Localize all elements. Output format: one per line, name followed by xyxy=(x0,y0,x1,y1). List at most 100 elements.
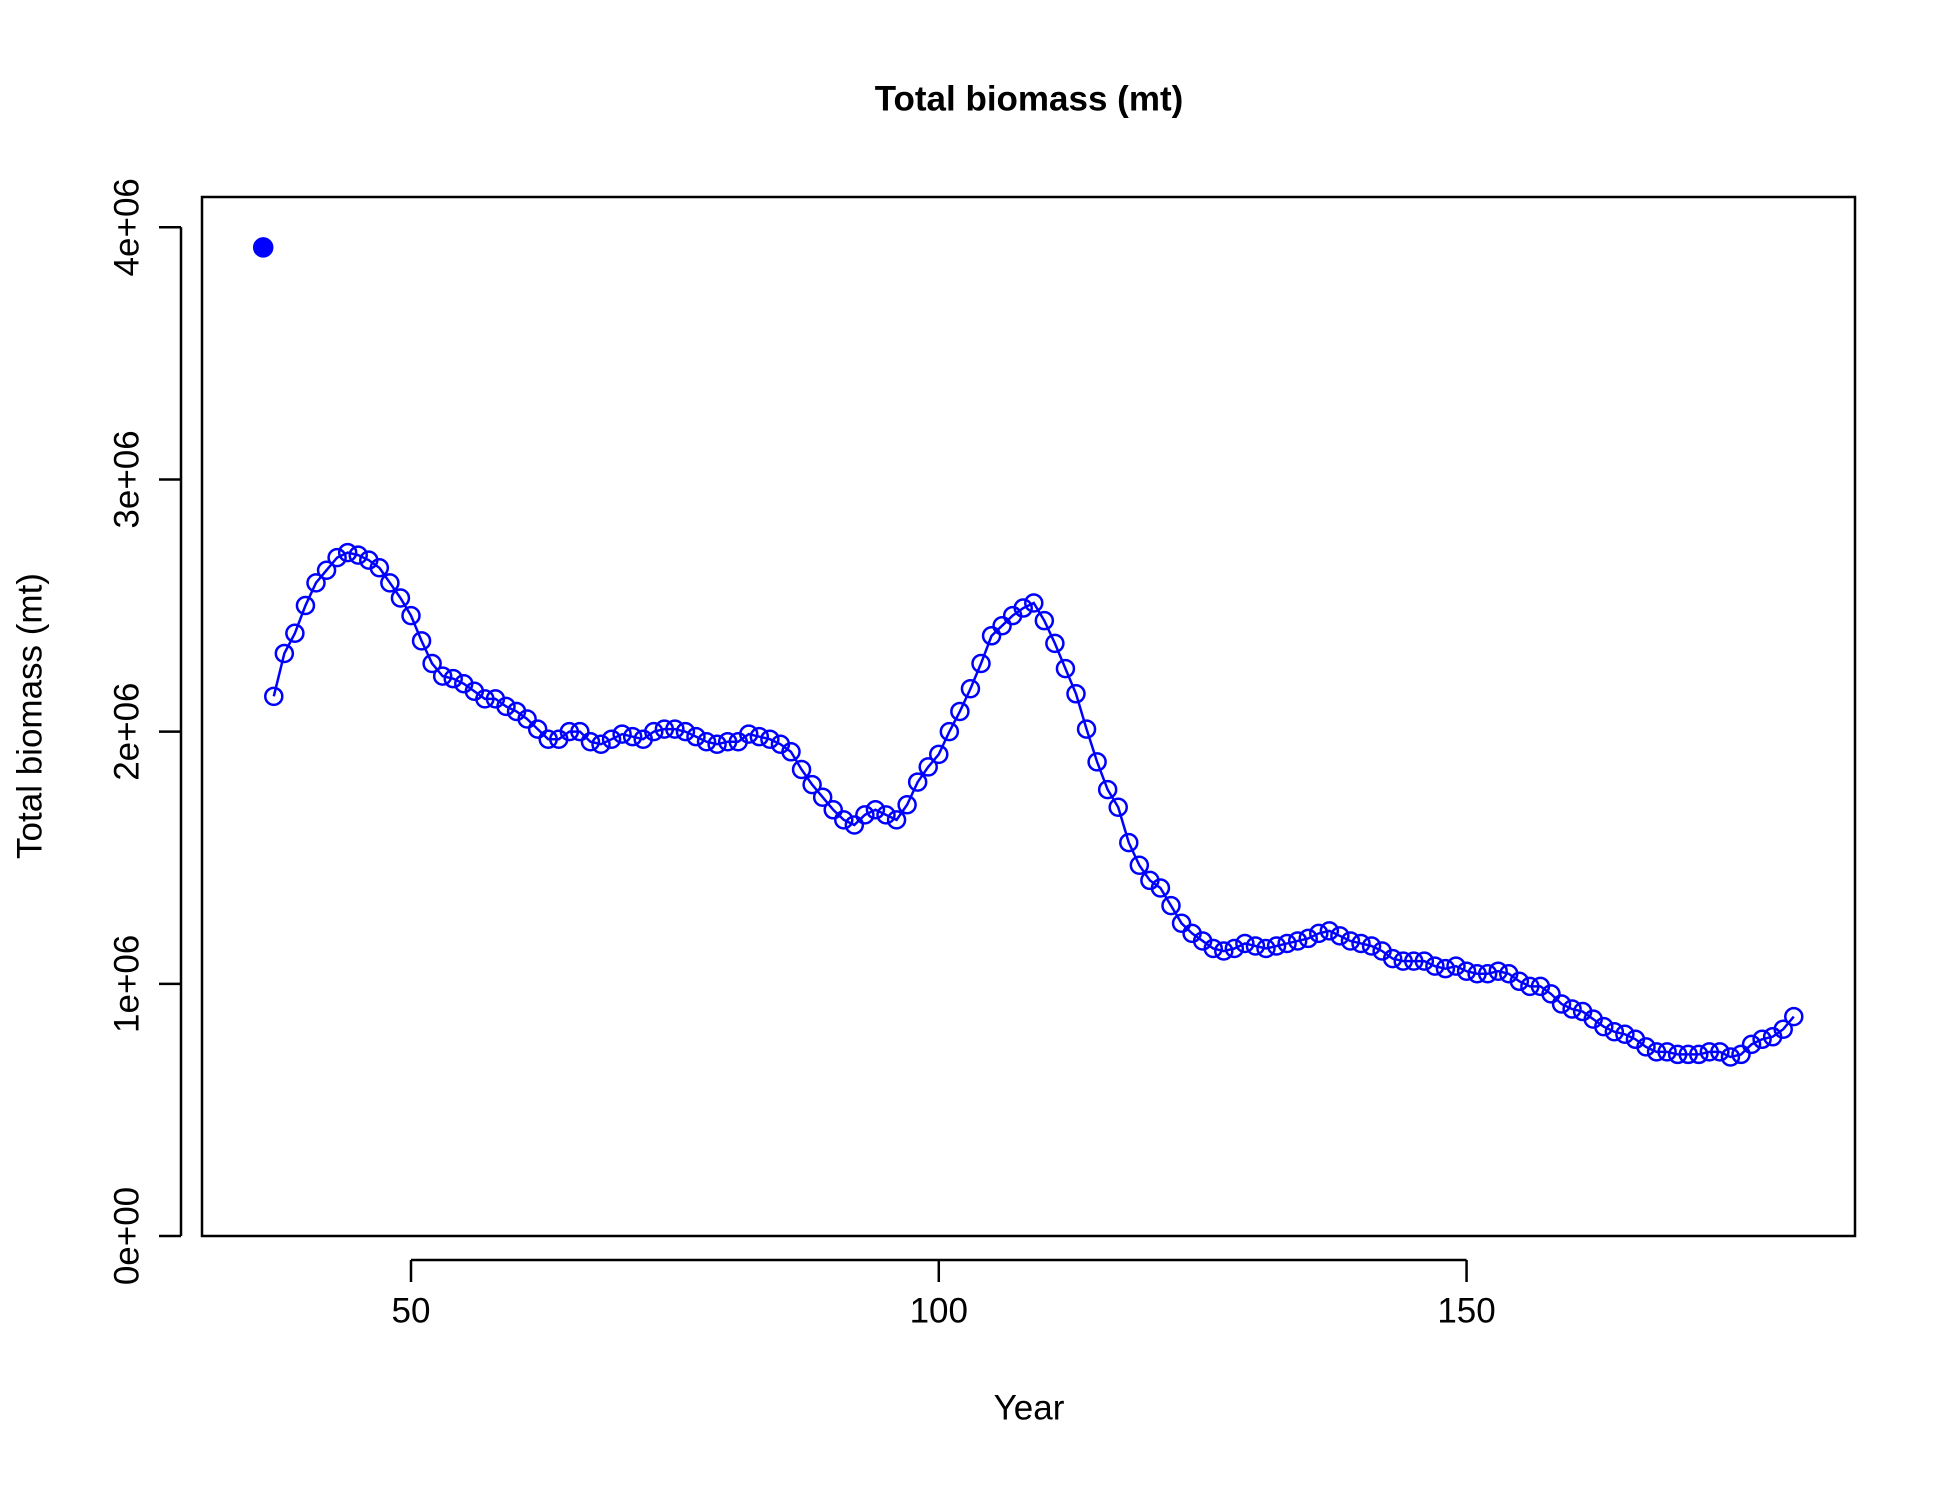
open-point xyxy=(1393,951,1413,971)
open-point xyxy=(1678,1044,1698,1065)
open-point xyxy=(1224,938,1245,959)
open-point xyxy=(1636,1037,1656,1057)
open-point xyxy=(1425,956,1445,976)
open-point xyxy=(1446,956,1466,976)
open-point xyxy=(876,805,896,825)
open-point xyxy=(1119,832,1139,853)
open-point xyxy=(1435,958,1456,979)
open-point xyxy=(538,729,558,749)
plot-frame xyxy=(200,195,1857,1238)
open-point xyxy=(1594,1016,1614,1037)
open-point xyxy=(1013,598,1033,618)
open-point xyxy=(517,709,537,729)
open-point xyxy=(717,731,738,752)
open-point xyxy=(622,726,643,747)
open-point xyxy=(812,787,833,807)
filled-point xyxy=(252,237,274,258)
open-point xyxy=(1646,1042,1667,1062)
open-point xyxy=(1287,931,1308,951)
open-point xyxy=(295,595,316,616)
open-point xyxy=(1551,994,1572,1014)
open-point xyxy=(1731,1044,1751,1065)
open-point xyxy=(844,815,865,835)
open-point xyxy=(496,696,516,717)
open-point xyxy=(1097,779,1118,800)
open-point xyxy=(1235,933,1255,954)
open-point xyxy=(929,744,949,765)
open-point xyxy=(475,689,495,709)
open-point xyxy=(1245,936,1266,956)
open-point xyxy=(696,731,717,752)
open-point xyxy=(686,726,706,747)
open-point xyxy=(1667,1044,1688,1065)
open-point xyxy=(306,573,326,593)
open-point xyxy=(380,573,400,593)
open-point xyxy=(1699,1042,1720,1062)
open-point xyxy=(401,605,421,626)
y-tick-label: 1e+06 xyxy=(107,935,146,1033)
chart-title: Total biomass (mt) xyxy=(875,79,1184,118)
x-tick-label: 150 xyxy=(1437,1291,1495,1330)
open-point xyxy=(612,724,632,744)
open-point xyxy=(1214,941,1234,961)
open-point xyxy=(390,588,411,608)
open-point xyxy=(1562,999,1582,1019)
open-point xyxy=(570,721,590,742)
open-point xyxy=(1150,878,1171,898)
y-tick-label: 0e+00 xyxy=(107,1187,146,1285)
open-point xyxy=(1266,936,1287,956)
open-point xyxy=(1277,933,1297,954)
open-point xyxy=(749,726,770,747)
open-point xyxy=(992,615,1012,636)
open-point xyxy=(1784,1006,1804,1027)
open-point xyxy=(739,724,759,744)
open-point xyxy=(1509,971,1530,992)
open-point xyxy=(1256,938,1276,959)
series-line xyxy=(272,551,1795,1059)
open-point xyxy=(834,810,854,830)
open-point xyxy=(264,686,284,707)
open-point xyxy=(327,547,347,568)
open-point xyxy=(1488,961,1508,981)
x-tick-label: 100 xyxy=(910,1291,968,1330)
open-point xyxy=(1066,684,1086,704)
open-point xyxy=(1024,593,1044,613)
open-point xyxy=(443,668,463,689)
x-tick-label: 50 xyxy=(392,1291,431,1330)
open-point xyxy=(337,542,358,563)
open-point xyxy=(316,560,337,580)
open-point xyxy=(760,729,780,749)
open-point xyxy=(1171,913,1192,934)
open-point xyxy=(1720,1047,1741,1067)
open-point xyxy=(580,731,601,752)
open-point xyxy=(432,666,453,686)
open-point xyxy=(1161,895,1181,916)
open-point xyxy=(601,729,622,749)
open-point xyxy=(971,653,991,674)
open-point xyxy=(274,643,295,664)
open-point xyxy=(1034,610,1055,631)
open-point xyxy=(950,701,970,722)
open-point xyxy=(1319,921,1340,941)
open-point xyxy=(285,623,305,644)
open-point xyxy=(1541,984,1561,1004)
open-point xyxy=(707,734,727,754)
open-point xyxy=(1615,1024,1635,1045)
open-point xyxy=(1414,951,1435,971)
open-point xyxy=(1657,1042,1677,1062)
open-point xyxy=(1129,855,1150,876)
x-axis-label: Year xyxy=(994,1388,1065,1427)
open-point xyxy=(1467,963,1487,984)
open-point xyxy=(1361,936,1382,956)
open-point xyxy=(960,679,981,699)
open-point xyxy=(1076,719,1097,739)
open-point xyxy=(1520,976,1540,997)
open-point xyxy=(348,545,368,565)
open-point xyxy=(1752,1029,1772,1050)
open-point xyxy=(1298,928,1318,949)
open-point xyxy=(411,631,432,651)
open-point xyxy=(422,653,442,674)
open-point xyxy=(559,721,580,742)
open-point xyxy=(369,557,390,578)
